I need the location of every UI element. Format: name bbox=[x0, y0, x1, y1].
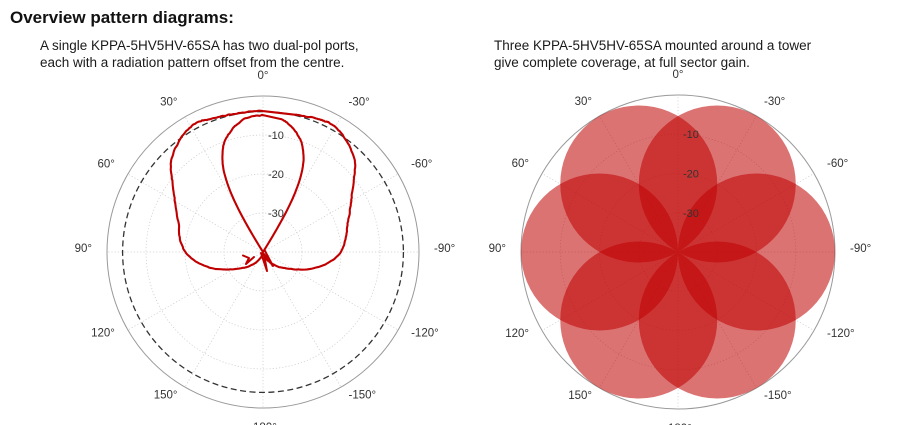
svg-text:-90°: -90° bbox=[434, 243, 455, 255]
svg-text:0°: 0° bbox=[673, 69, 684, 81]
svg-text:-30: -30 bbox=[683, 208, 699, 220]
svg-text:-150°: -150° bbox=[764, 390, 792, 402]
svg-text:30°: 30° bbox=[160, 97, 177, 109]
svg-text:-10: -10 bbox=[268, 130, 284, 142]
svg-text:-150°: -150° bbox=[349, 389, 377, 401]
svg-text:60°: 60° bbox=[98, 159, 115, 171]
svg-text:30°: 30° bbox=[575, 96, 592, 108]
svg-text:-30°: -30° bbox=[349, 97, 370, 109]
svg-text:150°: 150° bbox=[568, 390, 592, 402]
svg-text:-30°: -30° bbox=[764, 96, 785, 108]
svg-text:-20: -20 bbox=[268, 169, 284, 181]
svg-text:-10: -10 bbox=[683, 129, 699, 141]
svg-text:60°: 60° bbox=[512, 158, 529, 170]
svg-text:-120°: -120° bbox=[411, 328, 439, 340]
svg-text:90°: 90° bbox=[75, 243, 92, 255]
svg-text:-60°: -60° bbox=[827, 158, 848, 170]
svg-text:90°: 90° bbox=[489, 243, 506, 255]
svg-text:150°: 150° bbox=[154, 389, 178, 401]
svg-text:-90°: -90° bbox=[850, 243, 871, 255]
svg-text:120°: 120° bbox=[505, 328, 529, 340]
svg-text:-60°: -60° bbox=[411, 159, 432, 171]
svg-text:-30: -30 bbox=[268, 208, 284, 220]
svg-text:120°: 120° bbox=[91, 328, 115, 340]
svg-text:-120°: -120° bbox=[827, 328, 855, 340]
svg-text:0°: 0° bbox=[258, 70, 269, 82]
svg-text:-20: -20 bbox=[683, 169, 699, 181]
